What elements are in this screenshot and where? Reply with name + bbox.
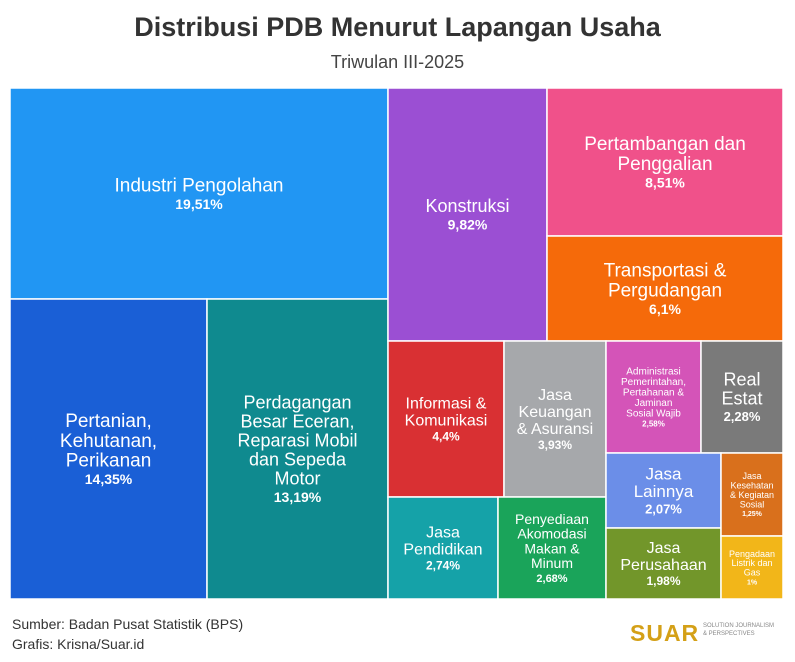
- treemap-label: Perdagangan Besar Eceran, Reparasi Mobil da…: [237, 393, 357, 489]
- treemap-rect: [9, 87, 389, 300]
- treemap-value: 3,93%: [538, 438, 572, 452]
- credit-note: Grafis: Krisna/Suar.id: [12, 636, 145, 652]
- treemap-value: 2,07%: [645, 501, 682, 516]
- treemap-value: 1%: [747, 579, 758, 586]
- treemap-rect: [497, 496, 607, 600]
- treemap-value: 6,1%: [649, 301, 681, 317]
- treemap-rect: [206, 298, 389, 600]
- treemap-label: Pengadaan Listrik dan Gas: [729, 549, 775, 578]
- treemap-value: 9,82%: [448, 216, 488, 232]
- treemap-label: Transportasi & Pergudangan: [604, 260, 727, 301]
- treemap-tile: Administrasi Pemerintahan, Pertahanan & Jam…: [605, 340, 702, 454]
- treemap-tile: Perdagangan Besar Eceran, Reparasi Mobil da…: [206, 298, 389, 600]
- treemap-value: 2,58%: [642, 419, 665, 428]
- treemap-value: 2,28%: [724, 409, 761, 424]
- treemap-label: Jasa Kesehatan & Kegiatan Sosial: [730, 471, 774, 509]
- treemap-tile: Penyediaan Akomodasi Makan & Minum 2,68%: [497, 496, 607, 600]
- treemap-rect: [546, 235, 784, 342]
- treemap-label: Jasa Perusahaan: [620, 540, 706, 574]
- treemap-label: Jasa Keuangan & Asuransi: [517, 387, 593, 438]
- treemap-value: 2,68%: [536, 573, 567, 585]
- treemap-label: Industri Pengolahan: [114, 175, 283, 196]
- source-note: Sumber: Badan Pusat Statistik (BPS): [12, 616, 244, 632]
- chart-title: Distribusi PDB Menurut Lapangan Usaha: [134, 12, 661, 42]
- treemap-label: Jasa Pendidikan: [403, 525, 482, 559]
- treemap-label: Penyediaan Akomodasi Makan & Minum: [515, 511, 589, 571]
- treemap-label: Jasa Lainnya: [634, 464, 694, 501]
- treemap-label: Konstruksi: [425, 196, 509, 216]
- treemap-rect: [546, 87, 784, 237]
- treemap-value: 14,35%: [85, 471, 133, 487]
- treemap-rect: [503, 340, 607, 498]
- logo-tagline-2: & PERSPECTIVES: [703, 631, 755, 637]
- treemap-value: 1,98%: [646, 574, 680, 588]
- treemap-rect: [700, 340, 784, 454]
- chart-subtitle: Triwulan III-2025: [330, 52, 465, 72]
- treemap-label: Pertanian, Kehutanan, Perikanan: [60, 411, 157, 472]
- treemap-rect: [605, 527, 722, 600]
- treemap-label: Informasi & Komunikasi: [405, 396, 488, 430]
- treemap-label: Real Estat: [721, 370, 762, 409]
- treemap-label: Pertambangan dan Penggalian: [584, 134, 746, 175]
- treemap-rect: [720, 535, 784, 600]
- treemap-value: 13,19%: [274, 489, 322, 505]
- logo-tagline-1: SOLUTION JOURNALISM: [703, 623, 775, 629]
- treemap-value: 8,51%: [645, 174, 685, 190]
- treemap-value: 2,74%: [426, 558, 460, 572]
- treemap-label: Administrasi Pemerintahan, Pertahanan & Jam…: [621, 366, 686, 419]
- treemap-tile: Jasa Kesehatan & Kegiatan Sosial 1,25%: [720, 452, 784, 537]
- treemap-value: 4,4%: [432, 429, 460, 443]
- treemap-value: 19,51%: [175, 196, 223, 212]
- treemap-value: 1,25%: [742, 511, 763, 518]
- suar-logo: SUAR: [630, 620, 700, 646]
- treemap-rect: [387, 340, 505, 498]
